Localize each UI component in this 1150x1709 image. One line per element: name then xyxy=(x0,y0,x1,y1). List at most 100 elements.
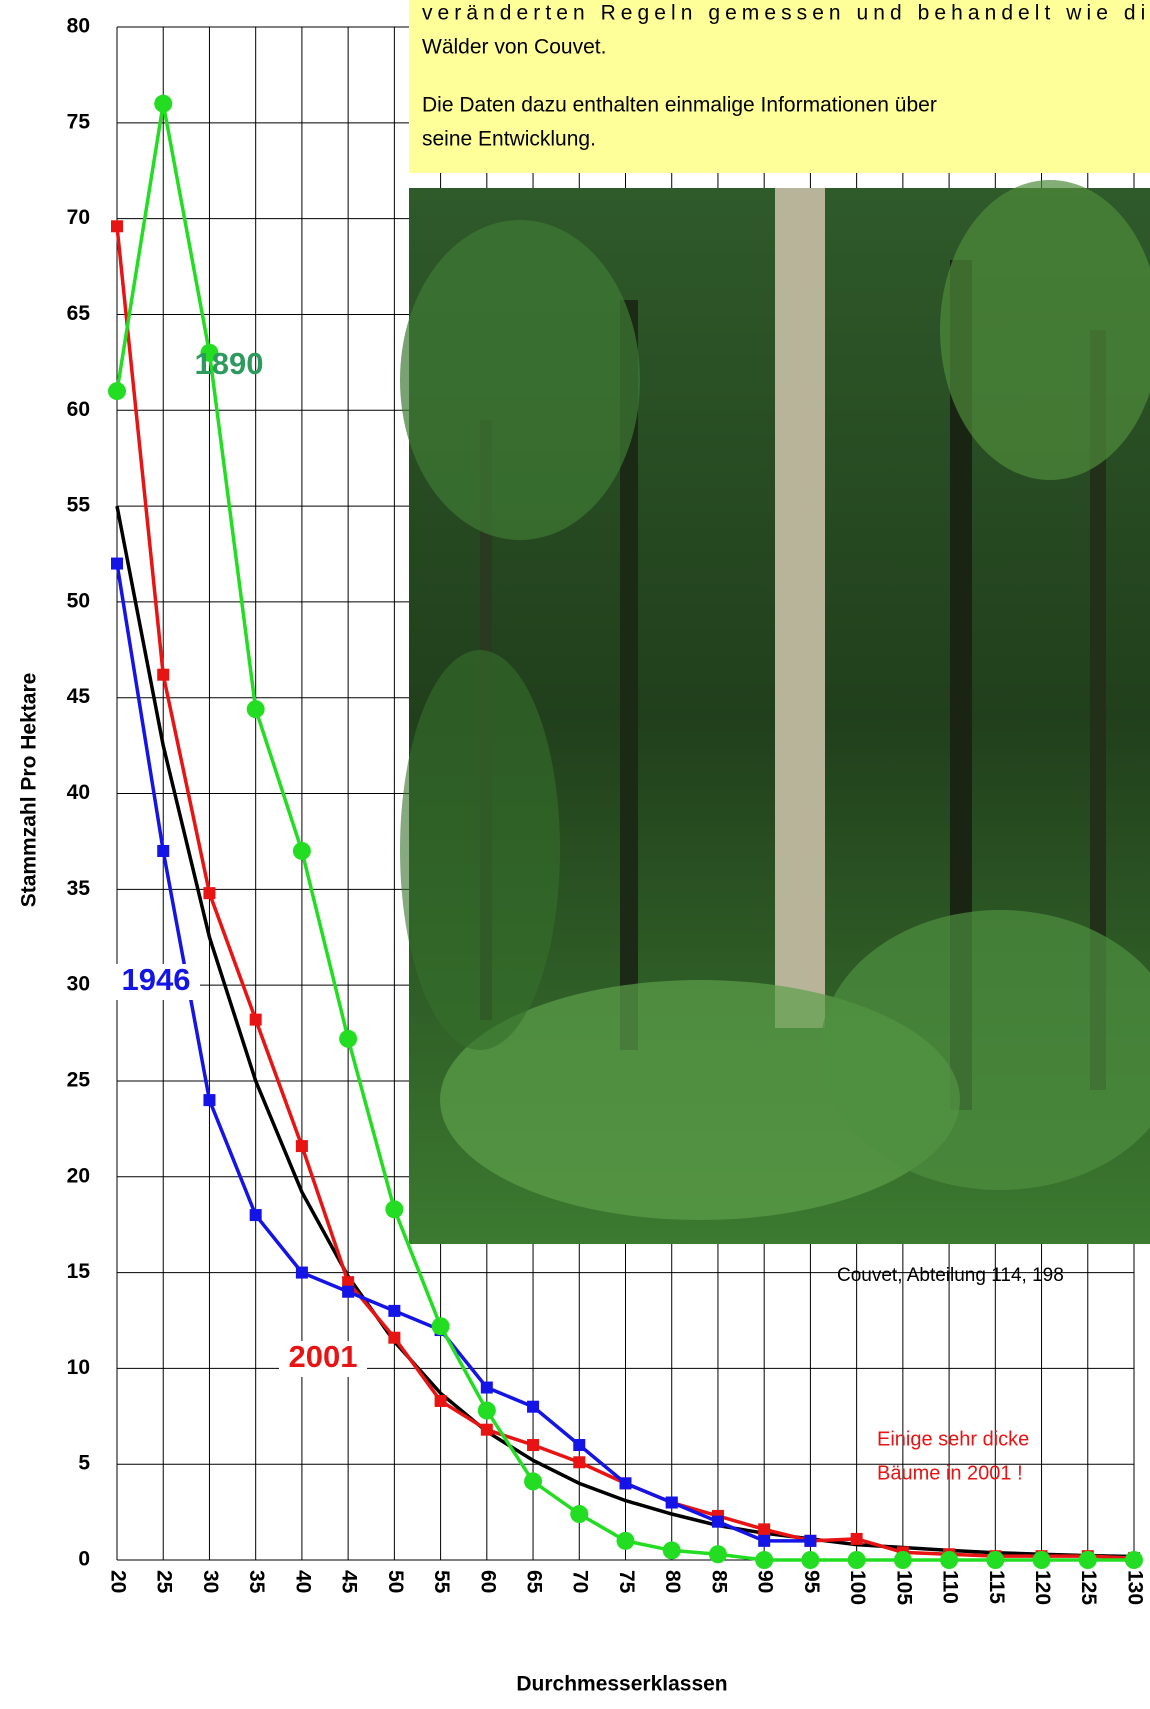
photo-caption: Couvet, Abteilung 114, 198 xyxy=(837,1265,1064,1286)
marker xyxy=(666,1497,678,1509)
marker xyxy=(481,1382,493,1394)
annotation: Bäume in 2001 ! xyxy=(877,1462,1023,1484)
marker xyxy=(804,1535,816,1547)
x-tick-label: 120 xyxy=(1031,1570,1054,1605)
marker xyxy=(894,1551,912,1569)
y-tick-label: 80 xyxy=(67,15,90,38)
marker xyxy=(293,842,311,860)
marker xyxy=(154,95,172,113)
marker xyxy=(524,1472,542,1490)
marker xyxy=(620,1477,632,1489)
marker xyxy=(247,700,265,718)
text-line: Wälder von Couvet. xyxy=(422,36,606,59)
marker xyxy=(1079,1551,1097,1569)
marker xyxy=(157,669,169,681)
series-label: 2001 xyxy=(289,1339,358,1374)
y-tick-label: 60 xyxy=(67,398,90,421)
marker xyxy=(342,1286,354,1298)
marker xyxy=(570,1505,588,1523)
x-tick-label: 115 xyxy=(985,1570,1008,1604)
y-tick-label: 5 xyxy=(78,1452,90,1475)
x-tick-label: 100 xyxy=(846,1570,869,1605)
marker xyxy=(573,1439,585,1451)
y-tick-label: 20 xyxy=(67,1164,90,1187)
x-tick-label: 30 xyxy=(199,1570,222,1593)
marker xyxy=(663,1541,681,1559)
x-tick-label: 80 xyxy=(661,1570,684,1593)
marker xyxy=(573,1456,585,1468)
annotation: Einige sehr dicke xyxy=(877,1428,1029,1450)
x-tick-label: 85 xyxy=(707,1570,730,1594)
x-tick-label: 60 xyxy=(476,1570,499,1593)
marker xyxy=(617,1532,635,1550)
marker xyxy=(801,1551,819,1569)
marker xyxy=(481,1424,493,1436)
x-tick-label: 70 xyxy=(569,1570,592,1593)
x-tick-label: 65 xyxy=(522,1570,545,1594)
marker xyxy=(111,558,123,570)
marker xyxy=(250,1014,262,1026)
x-tick-label: 130 xyxy=(1123,1570,1146,1605)
marker xyxy=(478,1402,496,1420)
page: {"chart_data": { "type": "line", "x_labe… xyxy=(0,0,1150,1709)
marker xyxy=(339,1030,357,1048)
marker xyxy=(432,1317,450,1335)
x-tick-label: 105 xyxy=(892,1570,915,1605)
y-tick-label: 50 xyxy=(67,589,90,612)
marker xyxy=(851,1533,863,1545)
text-box: veränderten Regeln gemessen und behandel… xyxy=(409,0,1150,173)
text-line: Die Daten dazu enthalten einmalige Infor… xyxy=(422,94,937,117)
marker xyxy=(111,220,123,232)
series-label: 1890 xyxy=(195,346,264,381)
marker xyxy=(758,1535,770,1547)
marker xyxy=(527,1401,539,1413)
y-tick-label: 75 xyxy=(67,110,91,133)
marker xyxy=(712,1516,724,1528)
marker xyxy=(755,1551,773,1569)
marker xyxy=(108,382,126,400)
y-tick-label: 25 xyxy=(67,1068,91,1091)
y-tick-label: 40 xyxy=(67,781,90,804)
x-tick-label: 25 xyxy=(153,1570,176,1594)
y-tick-label: 35 xyxy=(67,877,91,900)
y-tick-label: 15 xyxy=(67,1260,91,1283)
marker xyxy=(296,1267,308,1279)
text-line: seine Entwicklung. xyxy=(422,128,596,151)
marker xyxy=(388,1305,400,1317)
marker xyxy=(203,1094,215,1106)
x-tick-label: 45 xyxy=(338,1570,361,1594)
x-tick-label: 50 xyxy=(384,1570,407,1593)
y-tick-label: 0 xyxy=(78,1548,90,1571)
x-tick-label: 55 xyxy=(430,1570,453,1594)
x-tick-label: 125 xyxy=(1077,1570,1100,1605)
marker xyxy=(203,887,215,899)
marker xyxy=(758,1523,770,1535)
x-tick-label: 40 xyxy=(291,1570,314,1593)
x-tick-label: 95 xyxy=(800,1570,823,1594)
x-tick-label: 20 xyxy=(106,1570,129,1593)
x-axis-label: Durchmesserklassen xyxy=(516,1673,727,1696)
x-tick-label: 90 xyxy=(754,1570,777,1593)
y-tick-label: 55 xyxy=(67,494,91,517)
marker xyxy=(527,1439,539,1451)
y-axis-label: Stammzahl Pro Hektare xyxy=(18,673,41,908)
marker xyxy=(848,1551,866,1569)
marker xyxy=(1125,1551,1143,1569)
y-tick-label: 65 xyxy=(67,302,91,325)
marker xyxy=(435,1395,447,1407)
marker xyxy=(940,1551,958,1569)
x-tick-label: 110 xyxy=(939,1570,962,1604)
x-tick-label: 35 xyxy=(245,1570,268,1594)
series-label: 1946 xyxy=(122,962,191,997)
y-tick-label: 30 xyxy=(67,973,90,996)
marker xyxy=(157,845,169,857)
y-tick-label: 45 xyxy=(67,685,91,708)
marker xyxy=(250,1209,262,1221)
x-tick-label: 75 xyxy=(615,1570,638,1594)
chart: veränderten Regeln gemessen und behandel… xyxy=(0,0,1150,1709)
y-tick-label: 70 xyxy=(67,206,90,229)
marker xyxy=(385,1200,403,1218)
marker xyxy=(709,1545,727,1563)
y-tick-label: 10 xyxy=(67,1356,90,1379)
photo xyxy=(400,180,1150,1244)
